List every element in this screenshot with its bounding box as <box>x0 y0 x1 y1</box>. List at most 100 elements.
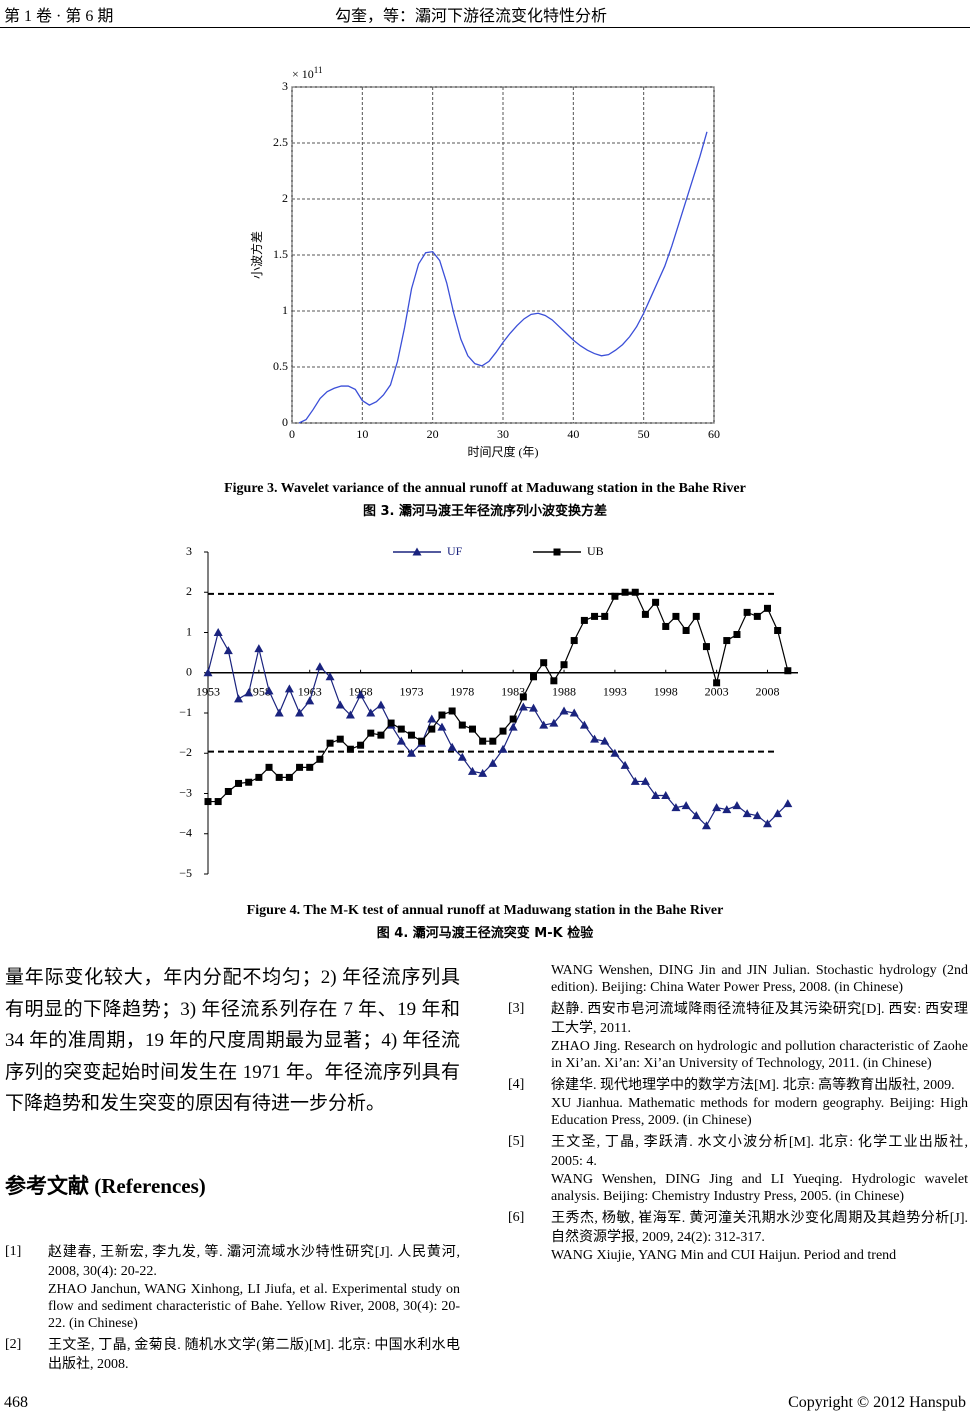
x-tick-label: 2008 <box>755 685 779 699</box>
marker <box>713 679 721 687</box>
marker <box>640 776 650 785</box>
y-tick-label: −3 <box>179 785 192 799</box>
reference: WANG Wenshen, DING Jin and JIN Julian. S… <box>508 962 968 996</box>
marker <box>437 722 447 731</box>
marker <box>213 628 223 636</box>
marker <box>783 799 793 808</box>
marker <box>223 646 233 655</box>
marker <box>763 604 771 612</box>
marker <box>203 668 213 677</box>
y-tick-label: −5 <box>179 866 192 880</box>
marker <box>652 598 660 606</box>
marker <box>569 708 579 717</box>
page-number: 468 <box>4 1394 28 1411</box>
x-tick-label: 1973 <box>399 685 423 699</box>
legend-label: UB <box>587 544 604 558</box>
marker <box>662 622 670 630</box>
marker <box>357 741 365 749</box>
marker <box>235 779 243 787</box>
marker <box>296 763 304 771</box>
ref-number: [3] <box>508 1001 525 1016</box>
marker <box>733 631 741 639</box>
copyright: Copyright © 2012 Hanspub <box>788 1394 966 1411</box>
marker <box>590 734 600 743</box>
marker <box>479 737 487 745</box>
marker <box>316 755 324 763</box>
body-paragraph: 量年际变化较大，年内分配不均匀；2) 年径流序列具有明显的下降趋势；3) 年径流… <box>5 967 460 1114</box>
ref-zh: 赵静. 西安市皂河流域降雨径流特征及其污染研究[D]. 西安: 西安理工大学, … <box>551 1002 968 1036</box>
marker <box>620 760 630 769</box>
y-axis-label: 小波方差 <box>249 231 264 279</box>
marker <box>610 748 620 757</box>
multiplier-exponent: 11 <box>314 65 323 75</box>
marker <box>245 778 253 786</box>
y-tick-label: −1 <box>179 705 192 719</box>
marker <box>691 811 701 820</box>
marker <box>570 637 578 645</box>
series-line <box>208 591 789 803</box>
x-tick-label: 40 <box>567 427 579 441</box>
marker <box>682 626 690 634</box>
y-tick-label: −2 <box>179 745 192 759</box>
x-tick-label: 10 <box>356 427 368 441</box>
marker <box>518 702 528 711</box>
marker <box>631 588 639 596</box>
marker <box>601 612 609 620</box>
marker <box>580 616 588 624</box>
reference: [4] 徐建华. 现代地理学中的数学方法[M]. 北京: 高等教育出版社, 200… <box>508 1076 968 1129</box>
y-tick-label: 2 <box>186 584 192 598</box>
y-tick-label: 2.5 <box>273 135 288 149</box>
marker <box>387 719 395 727</box>
marker <box>701 821 711 830</box>
marker <box>774 626 782 634</box>
marker <box>672 612 680 620</box>
ref-en: ZHAO Janchun, WANG Xinhong, LI Jiufa, et… <box>48 1282 460 1331</box>
ref-en: WANG Wenshen, DING Jing and LI Yueqing. … <box>551 1172 968 1204</box>
marker <box>530 673 538 681</box>
marker <box>732 801 742 810</box>
marker <box>345 710 355 719</box>
marker <box>641 610 649 618</box>
running-head-left: 第 1 卷 · 第 6 期 <box>4 8 114 25</box>
marker <box>560 661 568 669</box>
y-tick-label: 0 <box>282 415 288 429</box>
caption-zh: 图 4. 灞河马渡王径流突变 M-K 检验 <box>376 926 594 941</box>
x-tick-label: 30 <box>497 427 509 441</box>
marker <box>773 809 783 818</box>
marker <box>498 744 508 753</box>
marker <box>255 773 263 781</box>
marker <box>671 803 681 812</box>
marker <box>467 766 477 775</box>
marker <box>651 791 661 800</box>
marker <box>284 684 294 693</box>
x-tick-label: 1958 <box>247 685 271 699</box>
ref-en: WANG Xiujie, YANG Min and CUI Haijun. Pe… <box>551 1248 897 1263</box>
series-line <box>298 131 708 424</box>
marker <box>508 722 518 731</box>
x-tick-label: 1953 <box>196 685 220 699</box>
marker <box>692 612 700 620</box>
marker <box>478 768 488 777</box>
marker <box>499 727 507 735</box>
marker <box>264 686 274 695</box>
marker <box>396 736 406 745</box>
marker <box>427 714 437 723</box>
multiplier-base: × 10 <box>292 67 314 81</box>
x-tick-label: 60 <box>708 427 720 441</box>
marker <box>407 731 415 739</box>
x-tick-label: 1978 <box>450 685 474 699</box>
reference: [5] 王文圣, 丁晶, 李跃清. 水文小波分析[M]. 北京: 化学工业出版社,… <box>508 1133 968 1205</box>
marker <box>335 700 345 709</box>
y-tick-label: 0 <box>186 665 192 679</box>
ref-number: [2] <box>5 1337 22 1352</box>
marker <box>621 588 629 596</box>
x-tick-label: 1963 <box>298 685 322 699</box>
marker <box>752 811 762 820</box>
mk-chart: −5−4−3−2−1012319531958196319681973197819… <box>179 544 798 880</box>
marker <box>214 798 222 806</box>
marker <box>630 776 640 785</box>
axis-multiplier: × 1011 <box>292 65 322 81</box>
marker <box>468 725 476 733</box>
marker <box>336 735 344 743</box>
